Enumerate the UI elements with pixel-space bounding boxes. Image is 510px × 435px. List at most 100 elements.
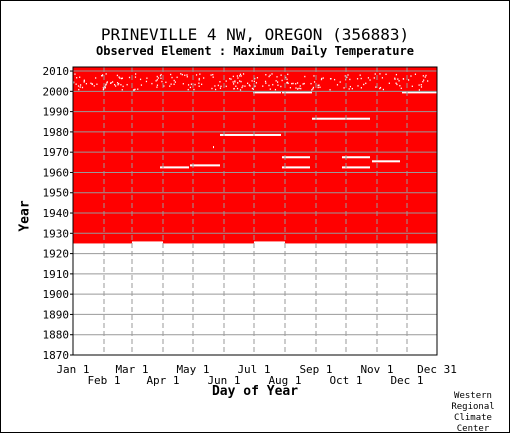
missing-day-mark — [102, 86, 104, 89]
missing-day-mark — [318, 84, 320, 86]
missing-day-mark — [286, 81, 289, 84]
missing-day-mark — [422, 75, 424, 77]
missing-day-mark — [83, 80, 85, 82]
missing-day-mark — [101, 74, 104, 76]
missing-day-mark — [379, 86, 382, 89]
missing-day-mark — [320, 78, 323, 81]
chart-subtitle: Observed Element : Maximum Daily Tempera… — [96, 44, 414, 58]
missing-day-mark — [369, 79, 371, 81]
missing-day-mark — [251, 87, 254, 90]
missing-day-mark — [251, 80, 253, 82]
missing-day-mark — [232, 75, 234, 78]
missing-segment — [213, 146, 214, 149]
missing-day-mark — [286, 82, 288, 84]
missing-day-mark — [319, 86, 321, 88]
missing-segment — [342, 166, 370, 169]
missing-day-mark — [139, 78, 142, 81]
missing-day-mark — [132, 89, 135, 91]
missing-day-mark — [418, 84, 420, 86]
missing-day-mark — [299, 85, 301, 87]
missing-day-mark — [106, 81, 108, 83]
missing-day-mark — [203, 77, 205, 79]
missing-day-mark — [170, 83, 172, 85]
missing-day-mark — [280, 85, 282, 88]
missing-segment — [402, 91, 437, 94]
missing-segment — [342, 156, 370, 159]
missing-day-mark — [295, 83, 297, 85]
data-coverage-block — [132, 67, 163, 242]
missing-day-mark — [214, 88, 217, 91]
missing-segment — [282, 166, 310, 169]
missing-day-mark — [252, 88, 255, 90]
missing-day-mark — [242, 73, 245, 75]
missing-day-mark — [374, 73, 376, 75]
missing-day-mark — [244, 85, 246, 87]
missing-day-mark — [423, 79, 425, 81]
x-tick-label: Jul 1 — [237, 363, 270, 376]
missing-day-mark — [110, 81, 112, 84]
y-tick-label: 1890 — [43, 308, 70, 321]
x-tick-label: Sep 1 — [299, 363, 332, 376]
data-coverage-block — [163, 67, 254, 244]
missing-day-mark — [255, 82, 258, 84]
missing-day-mark — [220, 85, 222, 88]
data-coverage-block — [254, 67, 285, 242]
missing-day-mark — [83, 81, 85, 83]
missing-day-mark — [194, 83, 196, 86]
missing-day-mark — [253, 80, 255, 83]
missing-segment — [282, 91, 312, 94]
missing-day-mark — [135, 73, 137, 75]
missing-day-mark — [211, 87, 213, 90]
missing-day-mark — [357, 85, 359, 87]
missing-day-mark — [343, 87, 345, 89]
missing-day-mark — [239, 73, 242, 76]
missing-day-mark — [379, 87, 381, 90]
missing-day-mark — [365, 82, 367, 85]
missing-day-mark — [117, 84, 119, 86]
x-tick-label: Feb 1 — [87, 374, 120, 387]
missing-day-mark — [349, 85, 351, 88]
plot-frame — [72, 66, 438, 356]
missing-day-mark — [322, 77, 324, 79]
missing-day-mark — [176, 76, 178, 79]
missing-day-mark — [289, 86, 292, 89]
missing-day-mark — [120, 84, 122, 86]
missing-day-mark — [111, 81, 114, 83]
missing-day-mark — [105, 84, 107, 86]
missing-day-mark — [159, 74, 162, 77]
data-coverage-block — [285, 67, 437, 244]
missing-day-mark — [199, 73, 201, 75]
missing-day-mark — [145, 80, 148, 83]
missing-day-mark — [351, 87, 353, 90]
missing-day-mark — [79, 86, 81, 88]
missing-day-mark — [414, 73, 417, 75]
y-tick-label: 1950 — [43, 187, 70, 200]
x-tick-label: Jan 1 — [56, 363, 89, 376]
missing-day-mark — [397, 78, 399, 80]
missing-day-mark — [360, 77, 362, 80]
missing-day-mark — [156, 75, 158, 78]
missing-day-mark — [119, 77, 121, 79]
missing-day-mark — [115, 85, 117, 87]
missing-day-mark — [242, 85, 244, 87]
missing-day-mark — [237, 77, 239, 79]
missing-day-mark — [116, 74, 118, 77]
missing-day-mark — [359, 74, 361, 76]
missing-day-mark — [276, 76, 278, 78]
missing-day-mark — [181, 73, 183, 76]
x-axis-label: Day of Year — [211, 384, 299, 399]
missing-day-mark — [287, 73, 289, 76]
missing-day-mark — [347, 74, 349, 76]
missing-day-mark — [333, 78, 336, 81]
missing-day-mark — [424, 76, 426, 78]
missing-day-mark — [95, 77, 97, 79]
credit-line: Regional — [451, 402, 495, 412]
missing-day-mark — [265, 82, 267, 84]
missing-segment — [312, 117, 370, 120]
y-tick-label: 1960 — [43, 166, 70, 179]
missing-day-mark — [292, 82, 294, 85]
missing-day-mark — [133, 89, 136, 91]
missing-day-mark — [346, 76, 348, 79]
y-axis-label: Year — [17, 200, 33, 232]
missing-day-mark — [96, 83, 98, 85]
